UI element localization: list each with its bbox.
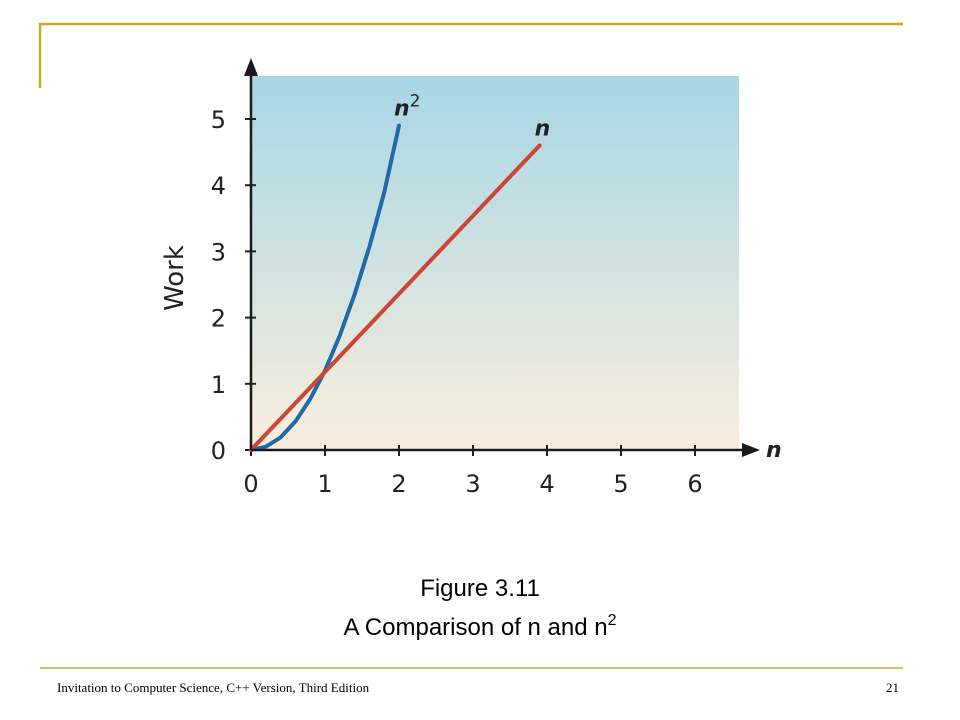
- x-tick-label: 1: [317, 470, 332, 498]
- footer-source: Invitation to Computer Science, C++ Vers…: [57, 680, 370, 695]
- x-tick-label: 6: [687, 470, 702, 498]
- y-tick-label: 3: [211, 238, 226, 266]
- y-tick-label: 0: [211, 437, 226, 465]
- page-number: 21: [886, 680, 899, 695]
- x-tick-label: 3: [465, 470, 480, 498]
- x-axis-label: n: [766, 438, 782, 463]
- y-tick-label: 4: [211, 172, 226, 200]
- figure-title-text: A Comparison of n and n: [343, 614, 608, 641]
- series-line: [249, 143, 542, 452]
- x-tick-label: 0: [243, 470, 258, 498]
- x-tick-label: 5: [613, 470, 628, 498]
- plot-background: [251, 76, 739, 450]
- x-tick-label: 2: [391, 470, 406, 498]
- x-tick-label: 4: [539, 470, 554, 498]
- y-tick-label: 5: [211, 106, 226, 134]
- slide-frame-border: [38, 22, 903, 88]
- series-label: n: [535, 116, 551, 141]
- x-axis-arrow: [742, 443, 760, 457]
- y-axis-label: Work: [160, 245, 190, 311]
- figure-title-superscript: 2: [607, 612, 617, 629]
- y-axis-arrow: [244, 58, 258, 76]
- series-label-superscript: 2: [410, 92, 421, 112]
- figure-title: A Comparison of n and n2: [0, 612, 960, 642]
- figure-number: Figure 3.11: [420, 575, 540, 602]
- y-tick-label: 2: [211, 305, 226, 333]
- y-tick-label: 1: [211, 371, 226, 399]
